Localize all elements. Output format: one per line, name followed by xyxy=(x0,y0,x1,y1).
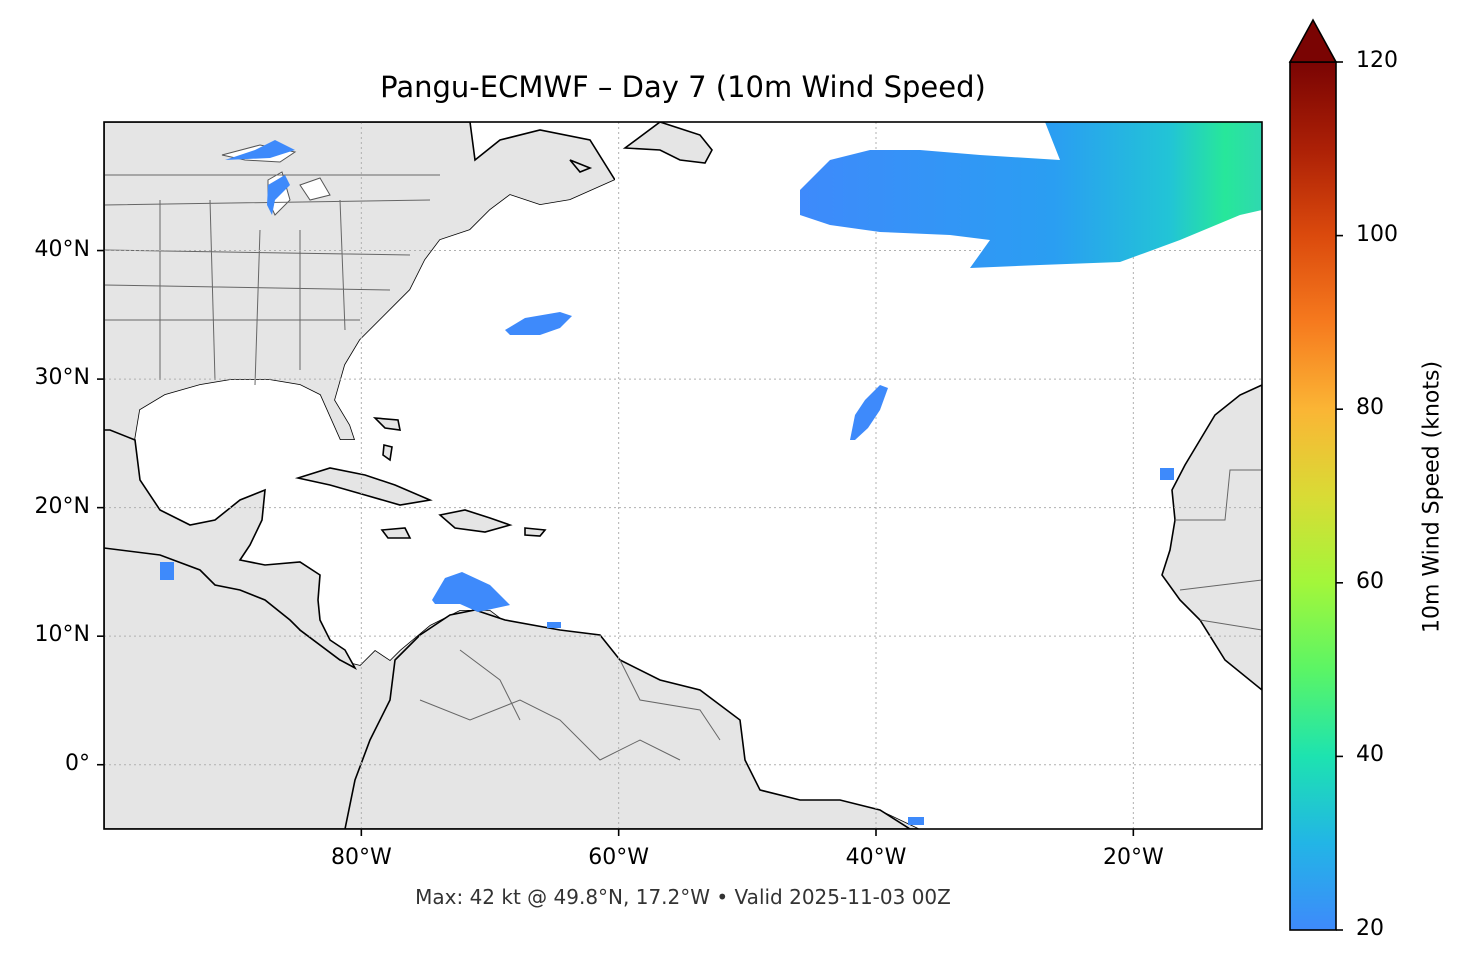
lat-tick-label: 30°N xyxy=(34,365,90,391)
lat-tick-label: 0° xyxy=(65,750,90,776)
wind-area-bermuda-patch xyxy=(505,312,572,335)
colorbar-title: 10m Wind Speed (knots) xyxy=(1419,360,1445,634)
wind-area-great-lakes-patch xyxy=(225,140,295,215)
map-title: Pangu-ECMWF – Day 7 (10m Wind Speed) xyxy=(380,70,986,104)
lon-tick-label: 20°W xyxy=(1102,845,1164,870)
state-country-borders xyxy=(104,174,1262,761)
lon-tick-label: 60°W xyxy=(588,845,650,870)
lon-tick-label: 40°W xyxy=(845,845,907,870)
colorbar xyxy=(1288,18,1343,931)
lon-ticks xyxy=(360,829,1135,836)
caribbean-mask xyxy=(135,122,1262,829)
colorbar-tick-label: 80 xyxy=(1356,395,1384,421)
wind-area-venezuela-patch xyxy=(547,622,561,628)
south-america-land xyxy=(344,609,912,829)
central-america-land xyxy=(104,429,358,670)
wind-overlay xyxy=(160,122,1262,825)
colorbar-tick-label: 20 xyxy=(1356,916,1384,941)
lon-tick-label: 80°W xyxy=(330,845,392,870)
footer-note: Max: 42 kt @ 49.8°N, 17.2°W • Valid 2025… xyxy=(415,885,951,909)
map-frame xyxy=(103,121,1263,830)
wind-area-central-atlantic-patch xyxy=(850,385,888,440)
wind-area-caribbean-patch xyxy=(432,572,510,612)
colorbar-ticks xyxy=(1336,61,1343,931)
lat-tick-label: 20°N xyxy=(34,493,90,519)
colorbar-gradient xyxy=(1289,61,1337,931)
colorbar-tick-label: 40 xyxy=(1356,742,1384,768)
colorbar-extend-arrow xyxy=(1288,18,1338,63)
colorbar-tick-label: 60 xyxy=(1356,568,1384,594)
africa-land xyxy=(1161,384,1262,692)
caribbean-islands xyxy=(294,122,713,539)
wind-area-africa-patch xyxy=(1160,468,1174,480)
lat-tick-label: 10°N xyxy=(34,622,90,648)
lat-ticks xyxy=(97,249,104,766)
colorbar-tick-label: 120 xyxy=(1356,48,1398,73)
wind-area-brazil-patch xyxy=(908,817,924,825)
wind-area-gulf-patch xyxy=(160,562,174,580)
lat-tick-label: 40°N xyxy=(34,236,90,262)
colorbar-tick-label: 100 xyxy=(1356,221,1398,247)
wind-area-north-atlantic-jet xyxy=(800,122,1262,268)
